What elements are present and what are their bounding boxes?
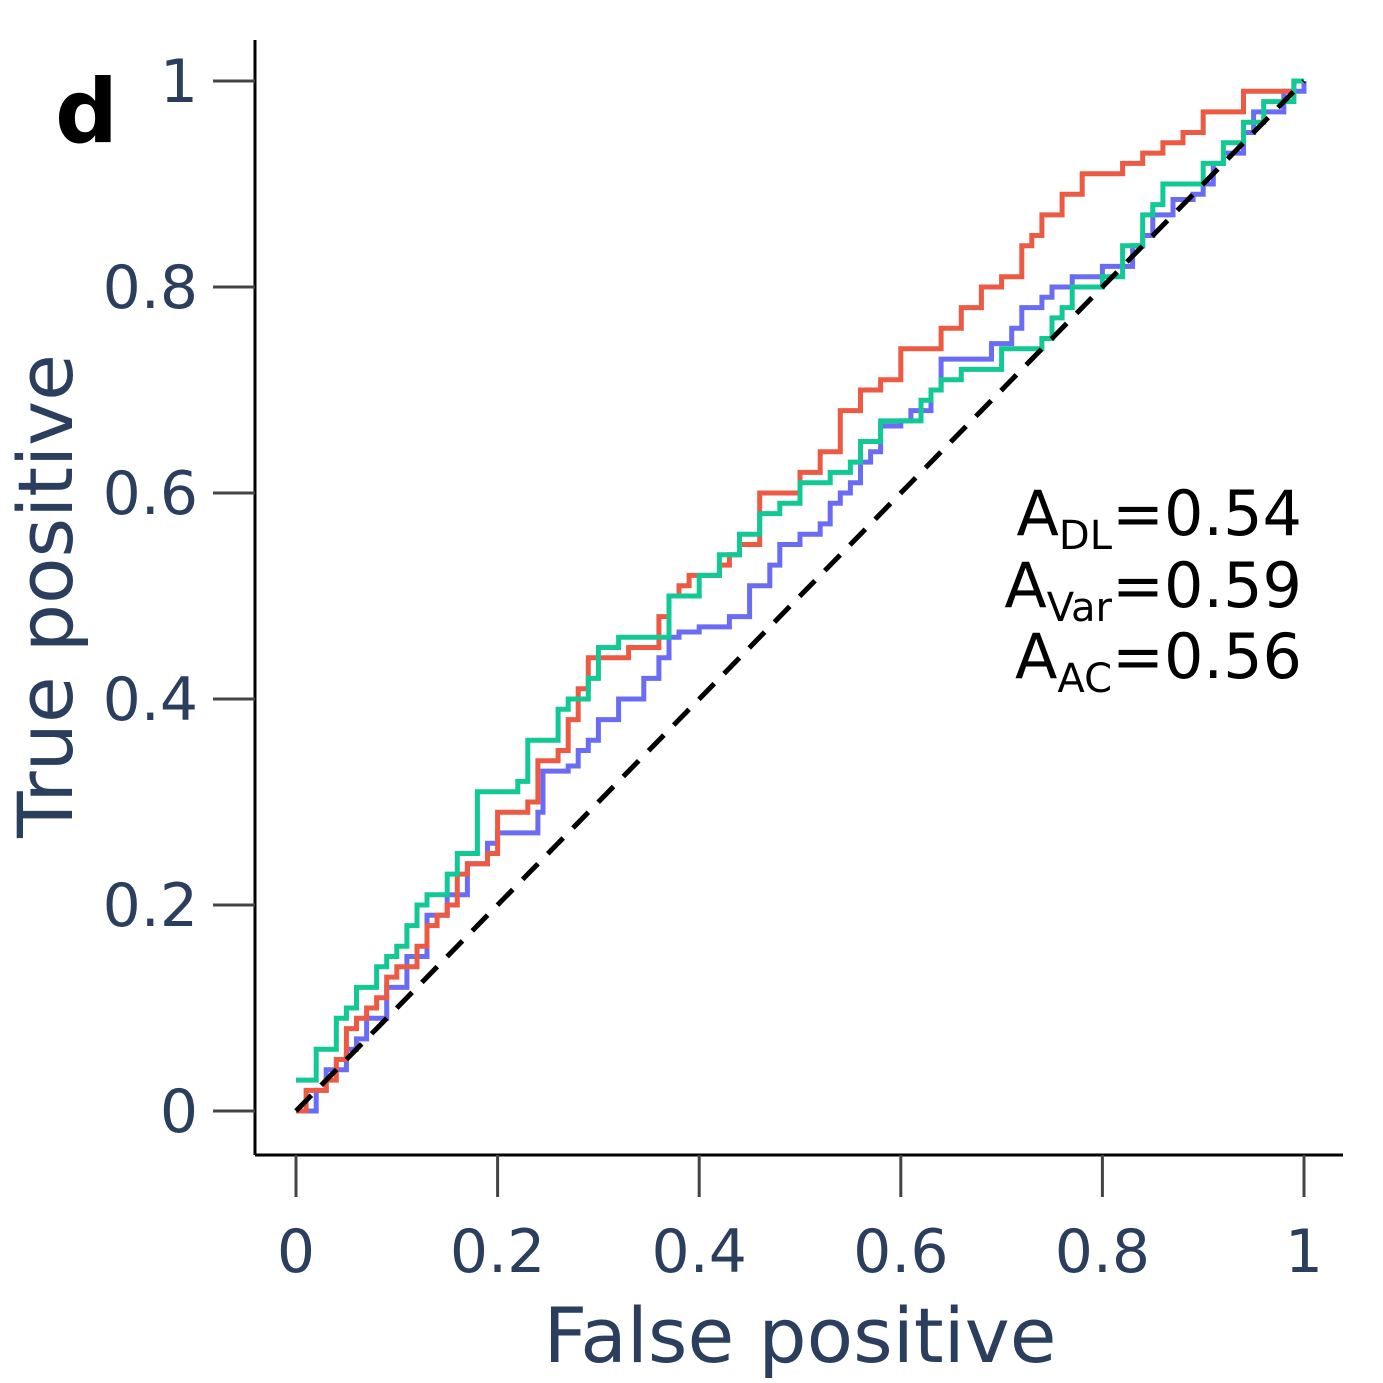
panel-label: d	[55, 60, 118, 163]
y-tick-label: 0.4	[103, 665, 198, 735]
x-tick-label: 0.4	[651, 1217, 746, 1287]
x-axis-title: False positive	[543, 1291, 1056, 1380]
chance-diagonal	[294, 79, 1306, 1113]
y-tick-label: 1	[160, 47, 198, 117]
y-tick-label: 0	[160, 1077, 198, 1147]
y-axis-title: True positive	[1, 354, 90, 839]
x-tick-label: 0.6	[853, 1217, 948, 1287]
y-ticks: 0 0.2 0.4 0.6 0.8 1	[103, 47, 255, 1147]
x-ticks: 0 0.2 0.4 0.6 0.8 1	[277, 1155, 1323, 1287]
plot-area	[294, 78, 1307, 1114]
x-tick-label: 0.2	[450, 1217, 545, 1287]
auc-label: ADL=0.54	[1016, 477, 1302, 559]
y-tick-label: 0.8	[103, 253, 198, 323]
x-tick-label: 0.8	[1055, 1217, 1150, 1287]
roc-curve-3	[296, 78, 1304, 1083]
x-tick-label: 0	[277, 1217, 315, 1287]
roc-curve-2	[296, 78, 1304, 1114]
x-tick-label: 1	[1285, 1217, 1323, 1287]
auc-label: AAC=0.56	[1015, 620, 1302, 702]
y-tick-label: 0.6	[103, 459, 198, 529]
y-tick-label: 0.2	[103, 871, 198, 941]
auc-label: AVar=0.59	[1004, 549, 1302, 631]
